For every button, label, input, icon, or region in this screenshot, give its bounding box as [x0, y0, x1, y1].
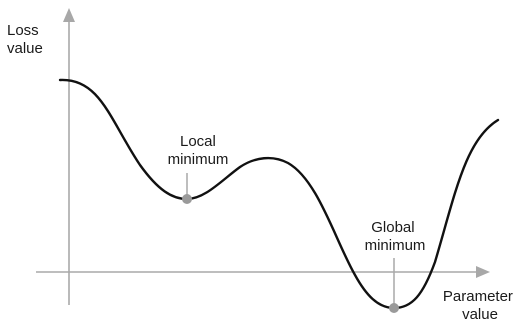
global-minimum-label: Global minimum	[365, 219, 426, 254]
x-axis-arrowhead	[476, 266, 490, 278]
local-minimum-marker	[182, 194, 192, 204]
x-axis-label: Parameter value	[443, 288, 517, 323]
y-axis-arrowhead	[63, 8, 75, 22]
local-minimum-label: Local minimum	[168, 133, 229, 168]
global-minimum-marker	[389, 303, 399, 313]
loss-curve	[58, 78, 500, 310]
y-axis-label: Loss value	[7, 22, 43, 57]
